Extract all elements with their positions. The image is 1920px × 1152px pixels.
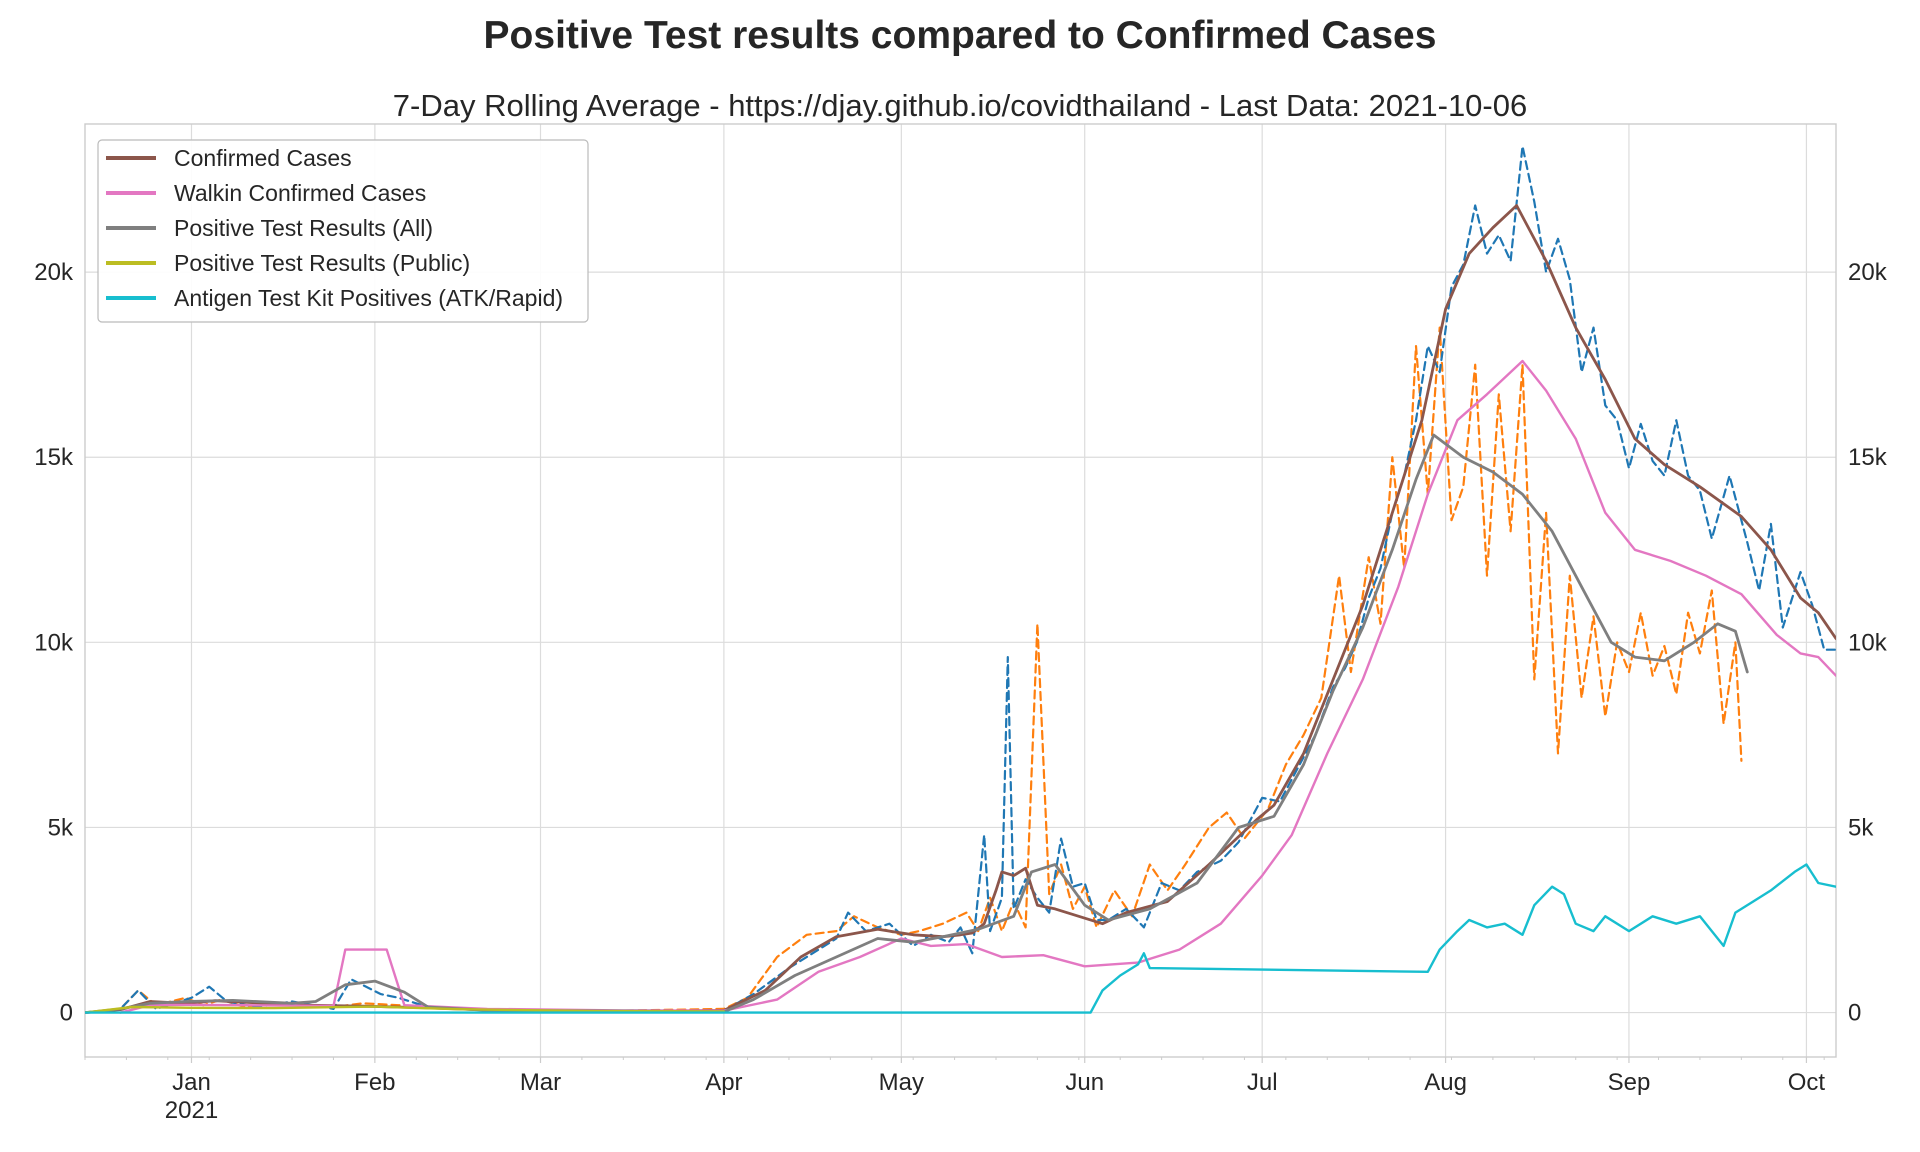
- y-tick-label-left: 20k: [34, 259, 74, 286]
- legend-label: Confirmed Cases: [174, 145, 352, 171]
- legend-box: [97, 139, 589, 323]
- x-tick-label: Feb: [354, 1069, 395, 1096]
- x-tick-label: Mar: [520, 1069, 561, 1096]
- series-line-positive-test-results-public: [85, 1005, 726, 1014]
- x-tick-label: May: [879, 1069, 924, 1096]
- legend-label: Positive Test Results (Public): [174, 250, 470, 276]
- legend-label: Antigen Test Kit Positives (ATK/Rapid): [174, 285, 563, 311]
- y-tick-label-left: 0: [60, 1000, 73, 1027]
- x-tick-label: Oct: [1788, 1069, 1826, 1096]
- series-line-antigen-test-kit-positives-atk-rapid: [85, 863, 1836, 1014]
- y-tick-label-right: 10k: [1848, 629, 1888, 656]
- y-tick-label-right: 0: [1848, 1000, 1861, 1027]
- series-group: [85, 145, 1836, 1014]
- legend-label: Positive Test Results (All): [174, 215, 433, 241]
- legend: Confirmed Cases Walkin Confirmed Cases Pos…: [97, 139, 589, 323]
- y-tick-label-left: 5k: [48, 814, 74, 841]
- x-tick-label: Jan: [172, 1069, 211, 1096]
- plot-frame: [84, 123, 1837, 1058]
- x-tick-label: Jul: [1247, 1069, 1278, 1096]
- x-tick-label: Sep: [1608, 1069, 1651, 1096]
- x-tick-sublabel: 2021: [165, 1097, 218, 1124]
- x-tick-label: Aug: [1424, 1069, 1467, 1096]
- x-tick-label: Apr: [705, 1069, 742, 1096]
- y-tick-label-right: 5k: [1848, 814, 1874, 841]
- y-tick-label-right: 15k: [1848, 444, 1888, 471]
- y-tick-label-left: 10k: [34, 629, 74, 656]
- chart-title: Positive Test results compared to Confir…: [483, 14, 1437, 57]
- legend-label: Walkin Confirmed Cases: [174, 180, 426, 206]
- x-tick-label: Jun: [1065, 1069, 1104, 1096]
- chart-subtitle: 7-Day Rolling Average - https://djay.git…: [392, 88, 1528, 123]
- y-tick-label-right: 20k: [1848, 259, 1888, 286]
- series-line-positive-test-results-all: [85, 433, 1749, 1014]
- y-tick-label-left: 15k: [34, 444, 74, 471]
- series-line-walkin-confirmed-cases: [119, 359, 1836, 1014]
